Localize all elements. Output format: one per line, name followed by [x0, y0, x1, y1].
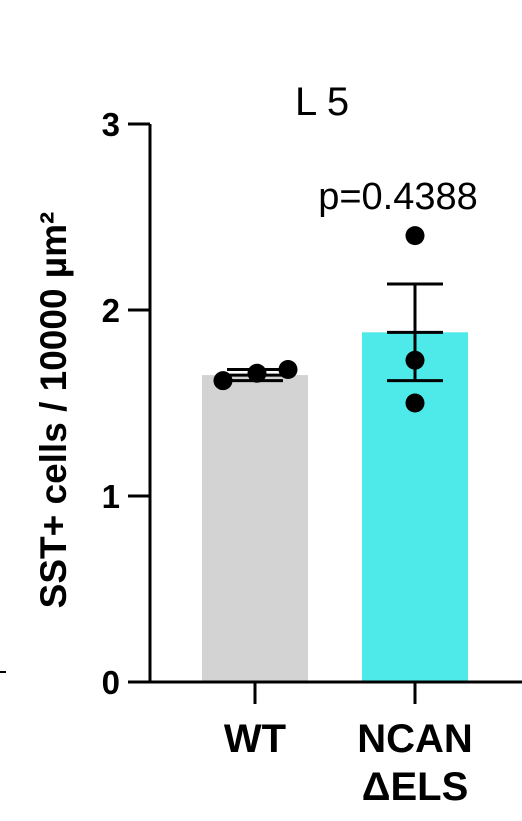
data-point-1-1	[405, 350, 425, 370]
y-axis-label: SST+ cells / 10000 µm²	[33, 212, 74, 609]
y-tick-label-3: 3	[102, 106, 120, 143]
y-tick-label-1: 1	[102, 478, 120, 515]
p-value-annotation: p=0.4388	[318, 176, 478, 218]
bar-0	[202, 375, 308, 682]
y-tick-labels-group: 0 1 2 3	[102, 106, 120, 701]
category-label-line1-1: NCAN	[357, 717, 473, 761]
bars-group	[202, 332, 468, 682]
data-point-0-1	[278, 360, 298, 380]
bar-1	[362, 332, 468, 682]
category-label-line1-0: WT	[224, 717, 286, 761]
data-point-0-2	[247, 363, 267, 383]
data-points-group	[213, 226, 425, 413]
data-point-1-0	[405, 226, 425, 246]
axes-group	[0, 122, 522, 704]
data-point-1-2	[405, 393, 425, 413]
chart-title: L 5	[295, 80, 349, 124]
y-tick-label-2: 2	[102, 292, 120, 329]
category-label-line2-1: ΔELS	[362, 765, 469, 809]
data-point-0-0	[213, 371, 233, 391]
y-tick-label-0: 0	[102, 664, 120, 701]
